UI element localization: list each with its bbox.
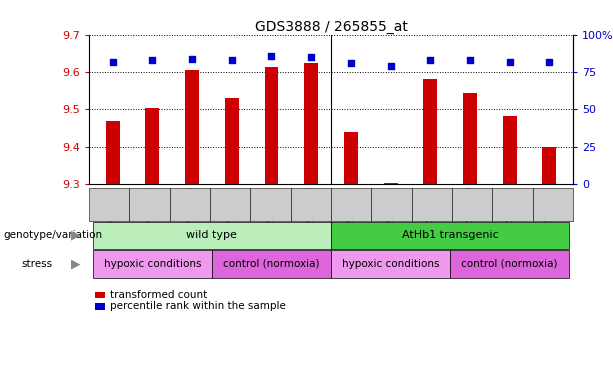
- Bar: [106, 121, 120, 184]
- Point: [227, 57, 237, 63]
- Point: [187, 55, 197, 61]
- Text: ▶: ▶: [71, 229, 80, 242]
- Text: wild type: wild type: [186, 230, 237, 240]
- Point: [267, 53, 276, 59]
- Text: transformed count: transformed count: [110, 290, 207, 300]
- Bar: [384, 183, 397, 184]
- Bar: [185, 70, 199, 184]
- Text: hypoxic conditions: hypoxic conditions: [104, 259, 201, 269]
- Text: control (normoxia): control (normoxia): [462, 259, 558, 269]
- Bar: [344, 132, 358, 184]
- Point: [346, 60, 356, 66]
- Text: control (normoxia): control (normoxia): [223, 259, 320, 269]
- Point: [148, 57, 158, 63]
- Point: [386, 63, 395, 69]
- Bar: [225, 98, 238, 184]
- Bar: [543, 147, 556, 184]
- Text: ▶: ▶: [71, 257, 80, 270]
- Text: stress: stress: [21, 259, 53, 269]
- Point: [425, 57, 435, 63]
- Text: percentile rank within the sample: percentile rank within the sample: [110, 301, 286, 311]
- Point: [504, 58, 514, 65]
- Text: hypoxic conditions: hypoxic conditions: [342, 259, 440, 269]
- Text: AtHb1 transgenic: AtHb1 transgenic: [402, 230, 498, 240]
- Bar: [463, 93, 477, 184]
- Bar: [265, 67, 278, 184]
- Point: [544, 58, 554, 65]
- Bar: [424, 79, 437, 184]
- Text: genotype/variation: genotype/variation: [3, 230, 102, 240]
- Bar: [503, 116, 517, 184]
- Point: [108, 58, 118, 65]
- Bar: [304, 63, 318, 184]
- Title: GDS3888 / 265855_at: GDS3888 / 265855_at: [254, 20, 408, 33]
- Bar: [145, 108, 159, 184]
- Point: [465, 57, 475, 63]
- Point: [306, 54, 316, 60]
